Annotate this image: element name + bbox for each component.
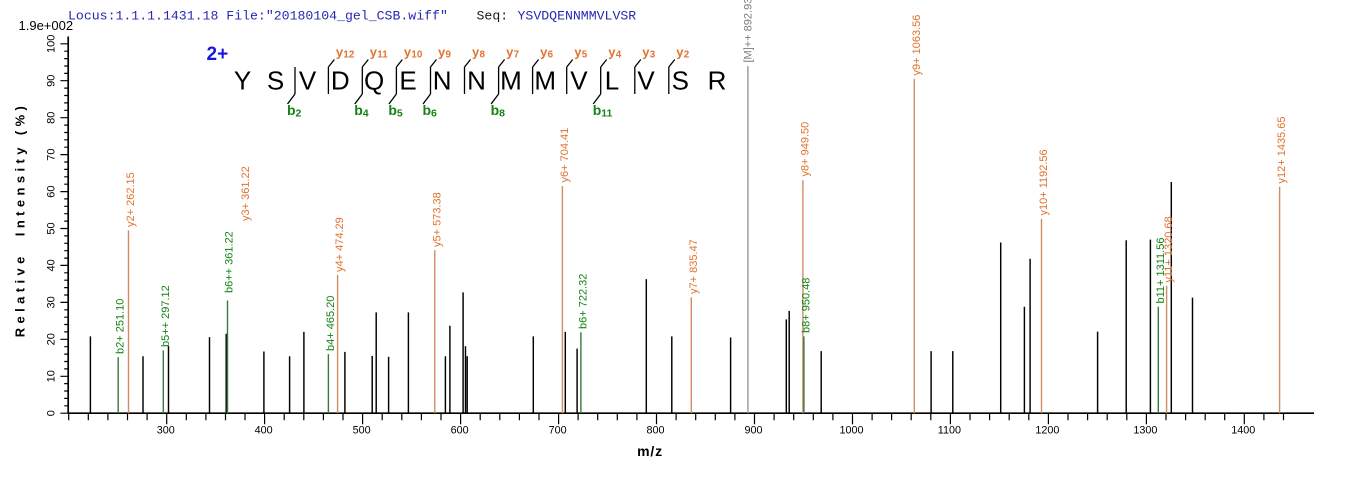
- svg-text:Locus:1.1.1.1431.18 File:"2018: Locus:1.1.1.1431.18 File:"20180104_gel_C…: [68, 9, 448, 24]
- svg-text:Y: Y: [234, 66, 251, 96]
- svg-text:y3+ 361.22: y3+ 361.22: [240, 166, 252, 221]
- svg-text:V: V: [299, 66, 317, 96]
- svg-text:y11+ 1320.68: y11+ 1320.68: [1163, 216, 1175, 282]
- svg-text:y7+ 835.47: y7+ 835.47: [688, 239, 700, 294]
- svg-text:Q: Q: [364, 66, 384, 96]
- svg-text:Relative Intensity (%): Relative Intensity (%): [13, 102, 28, 338]
- svg-text:5: 5: [582, 50, 588, 61]
- svg-text:y9+ 1063.56: y9+ 1063.56: [911, 15, 923, 76]
- svg-text:b: b: [491, 102, 500, 118]
- svg-text:y: y: [404, 45, 412, 60]
- svg-text:11: 11: [601, 108, 612, 120]
- svg-text:y6+ 704.41: y6+ 704.41: [559, 128, 571, 183]
- svg-text:YSVDQENNMMVLVSR: YSVDQENNMMVLVSR: [518, 9, 637, 24]
- svg-text:b4+ 465.20: b4+ 465.20: [325, 296, 337, 351]
- svg-text:b5++ 297.12: b5++ 297.12: [160, 285, 172, 347]
- svg-text:4: 4: [363, 108, 369, 120]
- svg-text:y: y: [506, 45, 514, 60]
- svg-text:y: y: [336, 45, 344, 60]
- svg-text:12: 12: [343, 50, 354, 61]
- svg-text:b: b: [593, 102, 602, 118]
- svg-text:y: y: [438, 45, 446, 60]
- svg-text:L: L: [605, 66, 619, 96]
- svg-text:y5+ 573.38: y5+ 573.38: [431, 192, 443, 247]
- svg-text:8: 8: [480, 50, 486, 61]
- svg-text:80: 80: [46, 112, 58, 124]
- svg-text:20: 20: [46, 333, 58, 345]
- svg-text:9: 9: [446, 50, 452, 61]
- svg-text:E: E: [399, 66, 416, 96]
- svg-text:2+: 2+: [207, 44, 229, 65]
- svg-text:y8+ 949.50: y8+ 949.50: [799, 122, 811, 177]
- svg-text:y: y: [370, 45, 378, 60]
- svg-text:11: 11: [377, 50, 388, 61]
- svg-text:4: 4: [616, 50, 622, 61]
- svg-text:1100: 1100: [938, 424, 961, 436]
- svg-text:1.9e+002: 1.9e+002: [19, 18, 74, 33]
- svg-text:1300: 1300: [1133, 424, 1157, 436]
- svg-text:D: D: [331, 66, 350, 96]
- svg-text:100: 100: [46, 35, 58, 53]
- svg-text:3: 3: [650, 50, 656, 61]
- svg-text:b: b: [287, 102, 296, 118]
- svg-text:N: N: [467, 66, 486, 96]
- svg-text:y4+ 474.29: y4+ 474.29: [334, 217, 346, 272]
- svg-text:y12+ 1435.65: y12+ 1435.65: [1276, 117, 1288, 184]
- svg-text:b8+ 950.48: b8+ 950.48: [800, 278, 812, 333]
- svg-text:m/z: m/z: [637, 443, 663, 459]
- svg-text:700: 700: [549, 424, 567, 436]
- svg-text:V: V: [637, 66, 655, 96]
- svg-text:Seq:: Seq:: [477, 9, 509, 24]
- svg-text:30: 30: [46, 296, 58, 308]
- svg-text:M: M: [534, 66, 556, 96]
- svg-text:1000: 1000: [839, 424, 863, 436]
- svg-text:R: R: [708, 66, 727, 96]
- svg-text:300: 300: [157, 424, 175, 436]
- svg-text:6: 6: [431, 108, 437, 120]
- svg-text:10: 10: [411, 50, 422, 61]
- svg-text:2: 2: [684, 50, 690, 61]
- svg-text:6: 6: [548, 50, 554, 61]
- svg-text:[M]++ 892.93: [M]++ 892.93: [742, 0, 754, 63]
- svg-text:y: y: [676, 45, 684, 60]
- svg-text:60: 60: [46, 185, 58, 197]
- svg-text:7: 7: [514, 50, 520, 61]
- svg-text:y: y: [472, 45, 480, 60]
- svg-text:y: y: [574, 45, 582, 60]
- svg-text:y2+ 262.15: y2+ 262.15: [125, 172, 137, 227]
- svg-text:70: 70: [46, 148, 58, 160]
- svg-text:1400: 1400: [1231, 424, 1255, 436]
- svg-text:600: 600: [451, 424, 469, 436]
- svg-text:b6++ 361.22: b6++ 361.22: [223, 231, 235, 293]
- svg-text:N: N: [433, 66, 452, 96]
- svg-text:b: b: [423, 102, 432, 118]
- svg-text:1200: 1200: [1035, 424, 1059, 436]
- svg-text:y: y: [540, 45, 548, 60]
- svg-text:M: M: [500, 66, 522, 96]
- svg-text:b: b: [354, 102, 363, 118]
- svg-text:10: 10: [46, 370, 58, 382]
- svg-text:90: 90: [46, 75, 58, 87]
- svg-text:b: b: [388, 102, 397, 118]
- svg-text:800: 800: [646, 424, 664, 436]
- svg-text:V: V: [570, 66, 588, 96]
- svg-text:2: 2: [296, 108, 302, 120]
- svg-text:S: S: [267, 66, 284, 96]
- svg-text:b11+ 1311.56: b11+ 1311.56: [1155, 238, 1167, 304]
- svg-text:b2+ 251.10: b2+ 251.10: [115, 299, 127, 354]
- svg-text:b6+ 722.32: b6+ 722.32: [577, 274, 589, 329]
- svg-text:40: 40: [46, 259, 58, 271]
- svg-text:5: 5: [397, 108, 403, 120]
- svg-text:0: 0: [46, 410, 58, 416]
- svg-text:S: S: [672, 66, 689, 96]
- svg-text:900: 900: [744, 424, 762, 436]
- svg-text:500: 500: [353, 424, 371, 436]
- svg-text:8: 8: [499, 108, 505, 120]
- svg-text:400: 400: [255, 424, 273, 436]
- svg-text:y10+ 1192.56: y10+ 1192.56: [1038, 149, 1050, 215]
- svg-text:50: 50: [46, 222, 58, 234]
- svg-text:y: y: [642, 45, 650, 60]
- svg-text:y: y: [608, 45, 616, 60]
